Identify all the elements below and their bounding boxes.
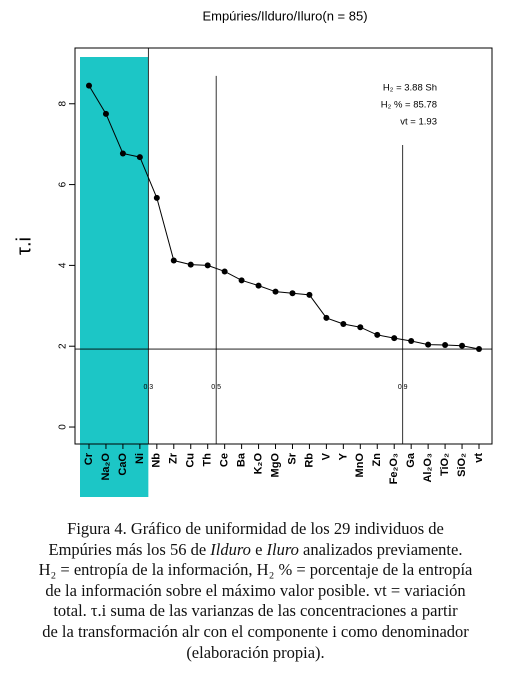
x-tick-label: Ni <box>134 453 146 464</box>
annotation: H₂ = 3.88 Sh <box>383 83 437 94</box>
caption-text: analizados previamente. <box>298 539 463 559</box>
x-tick-label: Ga <box>405 452 417 468</box>
y-tick-label: 8 <box>58 101 69 107</box>
annotation: H₂ % = 85.78 <box>381 100 437 111</box>
chart: Empúries/Ilduro/Iluro(n = 85) τ.i 0 2 4 6 8 0… <box>13 8 493 497</box>
data-point <box>374 331 381 338</box>
caption-text: Ilduro <box>210 539 251 559</box>
x-tick-label: Cu <box>185 453 197 468</box>
data-point <box>459 342 466 349</box>
caption-text: e <box>250 539 267 559</box>
x-tick-label: TiO₂ <box>439 453 451 476</box>
data-point <box>391 335 398 342</box>
x-tick-label: V <box>320 452 332 460</box>
caption-line: de la transformación alr con el componen… <box>0 622 511 643</box>
x-tick-label: CaO <box>117 453 129 476</box>
x-tick-label: Ba <box>236 452 248 467</box>
y-tick-label: 6 <box>58 181 69 187</box>
data-point <box>340 320 347 327</box>
x-tick-label: Sr <box>286 452 298 464</box>
data-point <box>187 261 194 268</box>
annotation: vt = 1.93 <box>400 117 437 128</box>
x-tick-label: MnO <box>354 453 366 478</box>
data-point <box>204 262 211 269</box>
x-tick-label: Rb <box>303 453 315 468</box>
highlight-region <box>80 57 149 497</box>
x-tick-label: Zn <box>371 453 383 467</box>
x-tick-label: Th <box>202 453 214 467</box>
x-tick-label: Zr <box>168 452 180 464</box>
data-point <box>238 277 245 284</box>
x-tick-label: K₂O <box>252 453 264 475</box>
data-point <box>153 194 160 201</box>
caption-text: Figura 4. Gráfico de uniformidad de los … <box>67 519 444 538</box>
x-tick-label: Ce <box>219 453 231 467</box>
data-point <box>119 150 126 157</box>
caption-text: total. τ.i suma de las varianzas de las … <box>53 601 458 621</box>
x-tick-label: Al₂O₃ <box>422 453 434 483</box>
caption-text: de la información sobre el máximo valor … <box>45 580 466 600</box>
x-tick-label: Fe₂O₃ <box>388 453 400 484</box>
x-tick-label: Na₂O <box>100 453 112 481</box>
caption: Figura 4. Gráfico de uniformidad de los … <box>0 519 511 663</box>
data-point <box>221 268 228 275</box>
data-point <box>86 82 92 89</box>
caption-text: Iluro <box>266 539 299 559</box>
data-point <box>306 291 313 298</box>
data-point <box>102 110 109 117</box>
data-point <box>476 346 482 353</box>
caption-line: (elaboración propia). <box>0 643 511 664</box>
caption-line: de la información sobre el máximo valor … <box>0 581 511 602</box>
data-point <box>170 257 177 264</box>
x-tick-label: vt <box>473 453 485 463</box>
plot-frame <box>74 47 493 445</box>
data-point <box>289 290 296 297</box>
data-point <box>255 282 262 289</box>
caption-text: H₂ = entropía de la información, H₂ % = … <box>38 560 473 580</box>
chart-title: Empúries/Ilduro/Iluro(n = 85) <box>202 8 367 23</box>
x-tick-label: MgO <box>269 453 281 478</box>
x-tick-label: Nb <box>151 453 163 468</box>
y-tick-label: 0 <box>58 424 69 430</box>
data-point <box>408 337 415 344</box>
data-point <box>442 342 449 348</box>
data-point <box>272 288 279 295</box>
x-tick-label: Y <box>337 452 349 460</box>
x-tick-label: Cr <box>83 452 95 465</box>
caption-line: total. τ.i suma de las varianzas de las … <box>0 601 511 622</box>
caption-line: H₂ = entropía de la información, H₂ % = … <box>0 560 511 581</box>
caption-text: Empúries más los 56 de <box>48 539 211 559</box>
caption-line: Empúries más los 56 de Ilduro e Iluro an… <box>0 540 511 561</box>
cutoff-label: 0.3 <box>143 384 153 391</box>
y-tick-label: 4 <box>58 262 69 268</box>
cutoff-label: 0.9 <box>398 384 408 391</box>
x-tick-label: SiO₂ <box>456 453 468 477</box>
data-point <box>323 314 330 321</box>
data-point <box>425 341 432 348</box>
y-axis-label: τ.i <box>13 237 35 255</box>
caption-text: de la transformación alr con el componen… <box>42 621 469 641</box>
caption-text: (elaboración propia). <box>186 642 325 662</box>
cutoff-label: 0.5 <box>211 384 221 391</box>
data-point <box>136 154 143 161</box>
caption-line: Figura 4. Gráfico de uniformidad de los … <box>0 519 511 540</box>
data-point <box>357 324 364 331</box>
y-tick-label: 2 <box>58 343 69 349</box>
